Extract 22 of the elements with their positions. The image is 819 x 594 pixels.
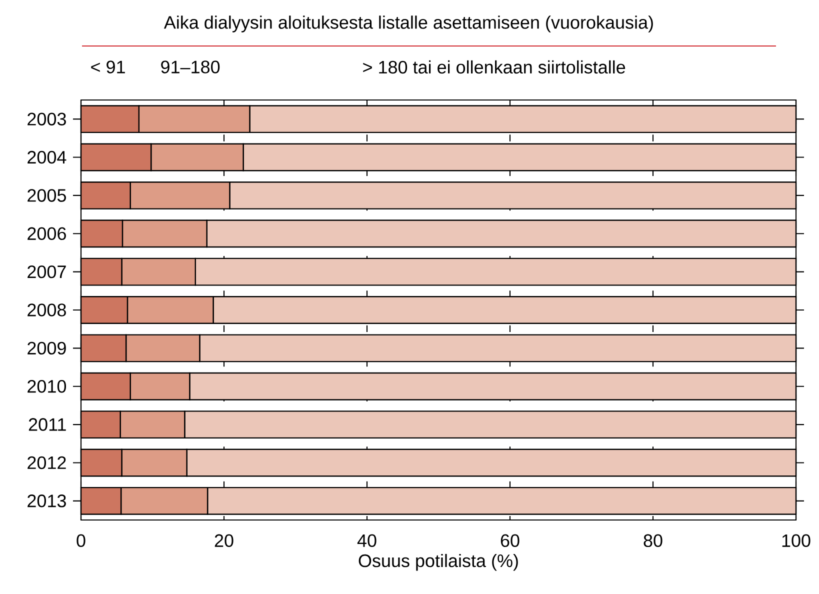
y-tick-label: 2009	[28, 342, 66, 355]
y-tick-label: 2003	[28, 112, 66, 126]
x-tick-label: 60	[500, 534, 520, 548]
x-tick-label: 40	[357, 534, 376, 548]
x-tick-label: 0	[76, 534, 86, 548]
y-tick-label: 2006	[28, 227, 66, 240]
y-tick-label: 2011	[28, 418, 66, 431]
series-label: > 180 tai ei ollenkaan siirtolistalle	[363, 60, 626, 74]
y-tick-label: 2012	[28, 456, 66, 470]
y-tick-label: 2004	[28, 150, 66, 164]
y-tick-label: 2008	[28, 304, 66, 316]
x-tick-label: 100	[782, 534, 810, 548]
series-label: < 91	[91, 60, 125, 74]
y-tick-label: 2010	[28, 380, 66, 393]
x-axis-title: Osuus potilaista (%)	[358, 554, 518, 571]
x-tick-label: 80	[644, 534, 662, 548]
chart-title: Aika dialyysin aloituksesta listalle asettamiseen (vuorokausia)	[164, 16, 653, 32]
x-tick-label: 20	[214, 534, 234, 548]
y-tick-label: 2005	[28, 189, 66, 202]
y-tick-label: 2007	[28, 265, 66, 278]
series-label: 91–180	[161, 60, 220, 74]
y-tick-label: 2013	[28, 494, 66, 508]
